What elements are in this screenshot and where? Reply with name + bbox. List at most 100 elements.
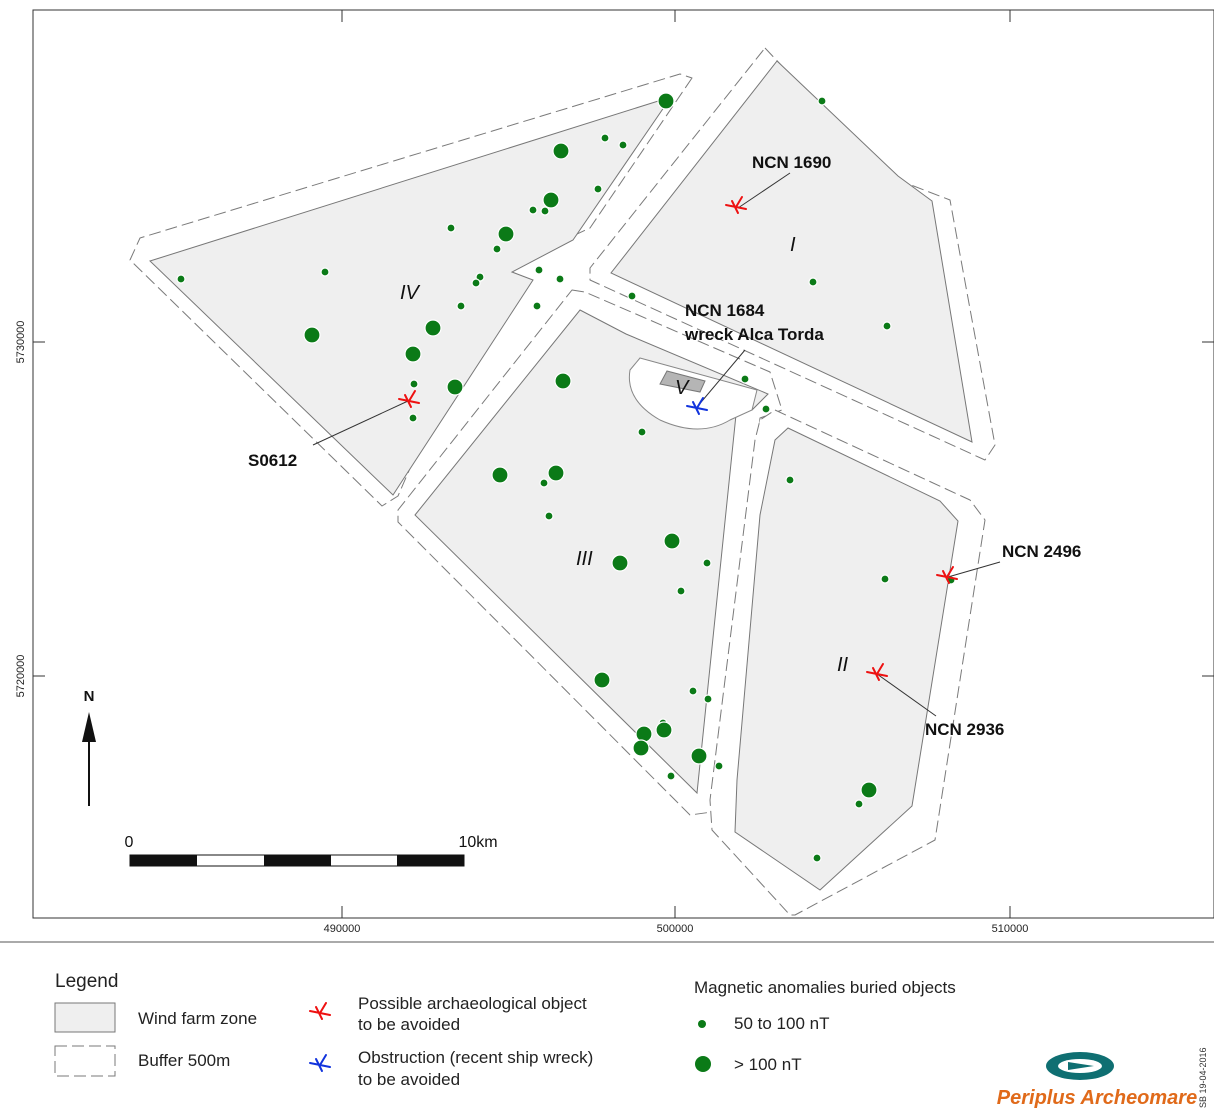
anomaly-small bbox=[532, 301, 542, 311]
anomaly-small bbox=[714, 761, 724, 771]
callout-ncn1684-sub: wreck Alca Torda bbox=[684, 325, 824, 344]
zone-label-iii: III bbox=[576, 548, 593, 570]
zone-iv bbox=[149, 96, 673, 496]
anomalies-large bbox=[303, 92, 878, 799]
anomaly-small bbox=[882, 321, 892, 331]
boat-logo-icon bbox=[1046, 1052, 1114, 1080]
anomaly-large bbox=[497, 225, 515, 243]
anomaly-large bbox=[663, 532, 681, 550]
anomaly-small bbox=[456, 301, 466, 311]
archaeological-object-icon bbox=[866, 663, 888, 681]
north-arrow: N bbox=[82, 688, 96, 806]
anomaly-large bbox=[635, 725, 653, 743]
north-label: N bbox=[84, 688, 95, 705]
anomaly-small bbox=[740, 374, 750, 384]
scale-end-label: 10km bbox=[458, 834, 497, 851]
anomaly-small bbox=[555, 274, 565, 284]
zone-label-v: V bbox=[675, 377, 690, 399]
anomaly-small bbox=[812, 853, 822, 863]
archaeological-markers bbox=[398, 196, 958, 681]
legend-title: Legend bbox=[55, 971, 118, 992]
legend-buffer-label: Buffer 500m bbox=[138, 1051, 230, 1070]
callout-ncn1690: NCN 1690 bbox=[752, 153, 831, 172]
anomaly-small bbox=[817, 96, 827, 106]
legend-arch-line2: to be avoided bbox=[358, 1015, 460, 1034]
obstruction-icon bbox=[309, 1054, 331, 1072]
frame-ticks bbox=[33, 10, 1214, 918]
anomaly-small bbox=[409, 379, 419, 389]
zone-label-iv: IV bbox=[400, 282, 421, 304]
legend-mag-title: Magnetic anomalies buried objects bbox=[694, 978, 956, 997]
archaeological-object-icon bbox=[309, 1002, 331, 1020]
legend-arch-line1: Possible archaeological object bbox=[358, 994, 587, 1013]
anomaly-small bbox=[600, 133, 610, 143]
anomaly-small bbox=[320, 267, 330, 277]
north-arrow-icon bbox=[82, 712, 96, 742]
archaeological-object-icon bbox=[398, 390, 420, 408]
anomaly-small bbox=[703, 694, 713, 704]
anomaly-large bbox=[446, 378, 464, 396]
callout-s0612: S0612 bbox=[248, 451, 297, 470]
anomaly-large bbox=[860, 781, 878, 799]
anomaly-large bbox=[655, 721, 673, 739]
anomaly-large bbox=[547, 464, 565, 482]
zone-label-ii: II bbox=[837, 654, 849, 676]
credit-text: SB 19-04-2016 bbox=[1198, 1047, 1208, 1108]
legend-wind-farm-label: Wind farm zone bbox=[138, 1009, 257, 1028]
anomaly-small bbox=[593, 184, 603, 194]
anomaly-small bbox=[618, 140, 628, 150]
scale-start-label: 0 bbox=[125, 834, 134, 851]
obstruction-icon bbox=[686, 397, 708, 415]
anomaly-large bbox=[632, 739, 650, 757]
anomaly-large bbox=[554, 372, 572, 390]
anomaly-large bbox=[404, 345, 422, 363]
x-tick-label: 500000 bbox=[657, 923, 694, 935]
anomaly-small bbox=[540, 206, 550, 216]
anomaly-large bbox=[552, 142, 570, 160]
legend-obs-line2: to be avoided bbox=[358, 1070, 460, 1089]
anomaly-large bbox=[303, 326, 321, 344]
anomaly-large bbox=[542, 191, 560, 209]
obstruction-marker bbox=[686, 397, 708, 415]
anomaly-large bbox=[690, 747, 708, 765]
legend: Legend Wind farm zone Buffer 500m Possib… bbox=[54, 971, 956, 1089]
anomaly-large bbox=[611, 554, 629, 572]
zone-v bbox=[659, 370, 706, 393]
anomaly-large bbox=[593, 671, 611, 689]
callout-ncn2496: NCN 2496 bbox=[1002, 542, 1081, 561]
anomaly-small bbox=[880, 574, 890, 584]
y-tick-label: 5730000 bbox=[15, 321, 27, 364]
anomaly-small bbox=[176, 274, 186, 284]
anomaly-small bbox=[627, 291, 637, 301]
anomaly-small bbox=[854, 799, 864, 809]
periplus-logo: Periplus Archeomare bbox=[997, 1052, 1197, 1109]
legend-small-anomaly-icon bbox=[698, 1020, 706, 1028]
anomaly-small bbox=[544, 511, 554, 521]
callout-ncn2936: NCN 2936 bbox=[925, 720, 1004, 739]
anomaly-large bbox=[424, 319, 442, 337]
scale-bar: 0 10km bbox=[125, 834, 498, 867]
anomaly-small bbox=[808, 277, 818, 287]
anomaly-small bbox=[688, 686, 698, 696]
anomaly-small bbox=[534, 265, 544, 275]
anomaly-large bbox=[491, 466, 509, 484]
callout-leaders bbox=[312, 172, 1001, 717]
anomaly-small bbox=[492, 244, 502, 254]
anomaly-small bbox=[666, 771, 676, 781]
anomaly-small bbox=[761, 404, 771, 414]
y-tick-label: 5720000 bbox=[15, 655, 27, 698]
anomaly-small bbox=[637, 427, 647, 437]
anomaly-small bbox=[676, 586, 686, 596]
legend-buffer-swatch bbox=[54, 1045, 116, 1077]
archaeological-object-icon bbox=[725, 196, 747, 214]
anomaly-small bbox=[446, 223, 456, 233]
anomaly-small bbox=[785, 475, 795, 485]
legend-large-anomaly-icon bbox=[695, 1056, 711, 1072]
callout-ncn1684: NCN 1684 bbox=[685, 301, 765, 320]
legend-mag-small: 50 to 100 nT bbox=[734, 1014, 829, 1033]
anomaly-small bbox=[702, 558, 712, 568]
x-tick-label: 490000 bbox=[324, 923, 361, 935]
zone-i bbox=[610, 60, 973, 443]
archaeological-object-icon bbox=[936, 566, 958, 584]
